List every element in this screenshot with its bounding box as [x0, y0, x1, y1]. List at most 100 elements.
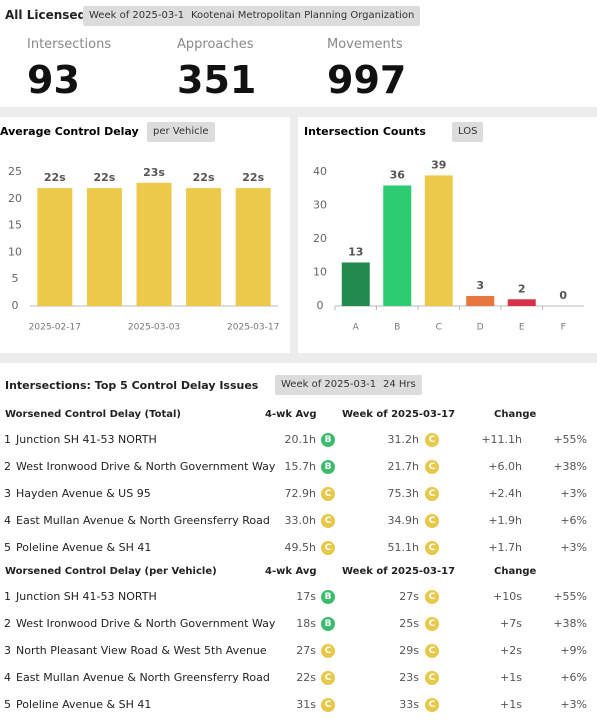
- data-label: 13: [348, 245, 363, 258]
- y-tick-label: 25: [8, 165, 22, 178]
- data-label: 23s: [143, 166, 165, 179]
- week-value: 23s: [399, 671, 419, 684]
- intersection-name[interactable]: Hayden Avenue & US 95: [16, 487, 151, 500]
- change-value: +1.9h: [488, 514, 522, 527]
- x-tick-label: E: [519, 323, 525, 333]
- week-value: 29s: [399, 644, 419, 657]
- x-tick-label: D: [477, 323, 484, 333]
- rank: 4: [4, 514, 11, 527]
- x-tick-label: C: [436, 323, 442, 333]
- y-tick-label: 10: [8, 245, 22, 258]
- bar: [86, 188, 122, 306]
- rank: 1: [4, 433, 11, 446]
- change-pct: +38%: [553, 617, 587, 630]
- avg-value: 31s: [296, 698, 316, 711]
- data-label: 22s: [242, 171, 264, 184]
- column-header: 4-wk Avg: [265, 566, 317, 577]
- chart-panel: Average Control Delay 0 5 10 15 20 25 2025-02-…: [0, 117, 290, 353]
- table-title: Intersections: Top 5 Control Delay Issue…: [5, 379, 259, 392]
- y-tick-label: 40: [313, 165, 327, 178]
- intersection-name[interactable]: East Mullan Avenue & North Greensferry R…: [16, 671, 270, 684]
- week-value: 27s: [399, 590, 419, 603]
- change-value: +7s: [500, 617, 522, 630]
- change-value: +2s: [500, 644, 522, 657]
- intersection-name[interactable]: Poleline Avenue & SH 41: [16, 541, 152, 554]
- change-value: +6.0h: [488, 460, 522, 473]
- kpi-label: Intersections: [27, 37, 112, 52]
- y-tick-label: 0: [12, 299, 19, 312]
- grade-badge: C: [425, 698, 439, 712]
- data-label: 39: [431, 158, 446, 171]
- week-value: 21.7h: [387, 460, 419, 473]
- grade-badge: C: [425, 617, 439, 631]
- intersection-name[interactable]: Junction SH 41-53 NORTH: [16, 590, 157, 603]
- chart-title: Average Control Delay: [0, 125, 139, 138]
- week-value: 34.9h: [387, 514, 419, 527]
- change-pct: +6%: [560, 514, 587, 527]
- change-pct: +6%: [560, 671, 587, 684]
- change-pct: +38%: [553, 460, 587, 473]
- grade-badge: C: [321, 698, 335, 712]
- x-tick-label: 2025-03-17: [227, 323, 279, 333]
- grade-badge: C: [321, 644, 335, 658]
- los-button[interactable]: LOS: [452, 122, 484, 142]
- grade-badge: C: [425, 644, 439, 658]
- week-value: 31.2h: [387, 433, 419, 446]
- bar: [186, 188, 222, 306]
- avg-value: 27s: [296, 644, 316, 657]
- kpi-value: 997: [327, 58, 407, 102]
- change-value: +11.1h: [481, 433, 522, 446]
- rank: 3: [4, 644, 11, 657]
- grade-badge: C: [425, 460, 439, 474]
- intersection-name[interactable]: Junction SH 41-53 NORTH: [16, 433, 157, 446]
- change-pct: +9%: [560, 644, 587, 657]
- data-label: 22s: [93, 171, 115, 184]
- column-header: Change: [494, 409, 537, 420]
- change-value: +10s: [493, 590, 522, 603]
- change-pct: +3%: [560, 698, 587, 711]
- x-tick-label: 2025-02-17: [29, 323, 81, 333]
- summary-panel: All Licensed Week of 2025-03-17 Kootenai…: [0, 0, 597, 107]
- change-pct: +3%: [560, 487, 587, 500]
- chart-title: Intersection Counts: [304, 125, 426, 138]
- week-value: 25s: [399, 617, 419, 630]
- intersection-name[interactable]: West Ironwood Drive & North Government W…: [16, 460, 276, 473]
- kpi-value: 93: [27, 58, 80, 102]
- y-tick-label: 10: [313, 266, 327, 279]
- rank: 5: [4, 541, 11, 554]
- grade-badge: C: [425, 487, 439, 501]
- avg-value: 72.9h: [284, 487, 316, 500]
- x-tick-label: B: [394, 323, 400, 333]
- bar: [235, 188, 271, 306]
- grade-badge: C: [321, 671, 335, 685]
- grade-badge: C: [321, 541, 335, 555]
- y-tick-label: 15: [8, 219, 22, 232]
- week-button[interactable]: Week of 2025-03-17: [83, 6, 197, 26]
- data-label: 22s: [193, 171, 215, 184]
- bar: [341, 262, 370, 306]
- avg-value: 20.1h: [284, 433, 316, 446]
- week-value: 33s: [399, 698, 419, 711]
- week-button[interactable]: Week of 2025-03-17: [275, 375, 389, 395]
- week-value: 51.1h: [387, 541, 419, 554]
- unit-button[interactable]: per Vehicle: [147, 122, 215, 142]
- period-button[interactable]: 24 Hrs: [377, 375, 422, 395]
- grade-badge: C: [425, 433, 439, 447]
- bar: [424, 175, 453, 306]
- intersection-name[interactable]: West Ironwood Drive & North Government W…: [16, 617, 276, 630]
- kpi-label: Approaches: [177, 37, 254, 52]
- avg-value: 49.5h: [284, 541, 316, 554]
- grade-badge: C: [425, 671, 439, 685]
- grade-badge: C: [425, 590, 439, 604]
- avg-value: 17s: [296, 590, 316, 603]
- bar: [37, 188, 73, 306]
- intersection-name[interactable]: East Mullan Avenue & North Greensferry R…: [16, 514, 270, 527]
- org-button[interactable]: Kootenai Metropolitan Planning Organizat…: [185, 6, 421, 26]
- y-tick-label: 0: [317, 299, 324, 312]
- x-tick-label: 2025-03-03: [128, 323, 180, 333]
- intersection-name[interactable]: Poleline Avenue & SH 41: [16, 698, 152, 711]
- chart: Intersection Counts 010203040A13B36C39D3…: [304, 125, 584, 333]
- grade-badge: C: [321, 487, 335, 501]
- intersection-name[interactable]: North Pleasant View Road & West 5th Aven…: [16, 644, 267, 657]
- column-header: Week of 2025-03-17: [342, 566, 456, 577]
